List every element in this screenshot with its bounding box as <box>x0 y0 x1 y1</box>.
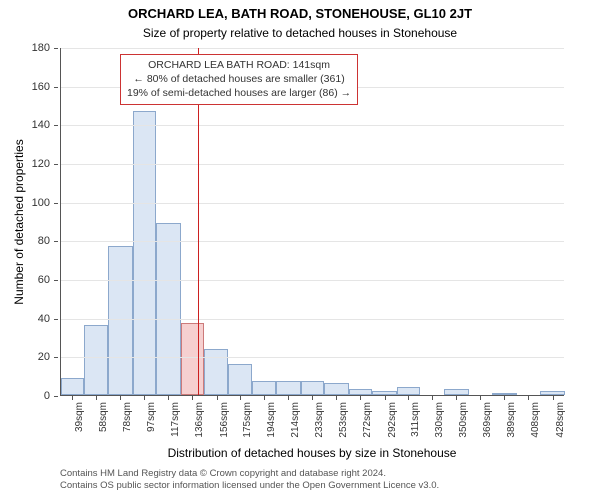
x-tick-mark <box>360 396 361 400</box>
bar <box>540 391 565 395</box>
bar <box>397 387 420 395</box>
bar <box>372 391 397 395</box>
x-tick-mark <box>192 396 193 400</box>
gridline <box>61 280 564 281</box>
x-tick-mark <box>288 396 289 400</box>
x-tick-label: 97sqm <box>146 402 157 432</box>
x-tick-label: 233sqm <box>314 402 325 438</box>
annotation-line-1: ORCHARD LEA BATH ROAD: 141sqm <box>127 58 351 72</box>
x-tick-mark <box>408 396 409 400</box>
y-tick-label: 180 <box>0 42 50 54</box>
bar <box>349 389 372 395</box>
x-tick-mark <box>480 396 481 400</box>
bar <box>108 246 133 395</box>
gridline <box>61 241 564 242</box>
bar <box>252 381 275 395</box>
y-tick-label: 40 <box>0 313 50 325</box>
x-tick-label: 311sqm <box>410 402 421 437</box>
bar <box>228 364 253 395</box>
x-tick-label: 39sqm <box>74 402 85 432</box>
x-tick-label: 350sqm <box>458 402 469 438</box>
x-tick-mark <box>120 396 121 400</box>
bar <box>301 381 324 395</box>
y-tick-label: 0 <box>0 390 50 402</box>
gridline <box>61 203 564 204</box>
y-tick-label: 80 <box>0 235 50 247</box>
x-tick-label: 369sqm <box>482 402 493 438</box>
annotation-line-3: 19% of semi-detached houses are larger (… <box>127 86 351 100</box>
x-tick-label: 175sqm <box>242 402 253 438</box>
x-tick-label: 58sqm <box>98 402 109 432</box>
bar <box>444 389 469 395</box>
x-tick-mark <box>96 396 97 400</box>
x-tick-label: 408sqm <box>530 402 541 438</box>
x-tick-mark <box>336 396 337 400</box>
x-tick-mark <box>168 396 169 400</box>
footnote-line-2: Contains OS public sector information li… <box>60 480 439 492</box>
gridline <box>61 48 564 49</box>
x-tick-label: 136sqm <box>194 402 205 438</box>
x-tick-mark <box>312 396 313 400</box>
x-tick-label: 389sqm <box>506 402 517 438</box>
footnote-line-1: Contains HM Land Registry data © Crown c… <box>60 468 386 480</box>
annotation-line-2: ← 80% of detached houses are smaller (36… <box>127 72 351 86</box>
bar <box>133 111 156 395</box>
x-tick-label: 428sqm <box>555 402 566 438</box>
y-tick-label: 160 <box>0 81 50 93</box>
bar <box>492 393 517 395</box>
x-tick-mark <box>72 396 73 400</box>
x-tick-label: 194sqm <box>266 402 277 438</box>
x-tick-mark <box>240 396 241 400</box>
y-tick-label: 120 <box>0 158 50 170</box>
x-axis-label: Distribution of detached houses by size … <box>60 446 564 460</box>
bar <box>61 378 84 395</box>
bar <box>276 381 301 395</box>
bar <box>324 383 349 395</box>
x-tick-mark <box>217 396 218 400</box>
x-tick-label: 214sqm <box>290 402 301 438</box>
x-tick-label: 272sqm <box>362 402 373 438</box>
gridline <box>61 319 564 320</box>
gridline <box>61 357 564 358</box>
x-tick-label: 156sqm <box>219 402 230 438</box>
x-tick-mark <box>432 396 433 400</box>
bar-highlight <box>181 323 204 395</box>
x-tick-label: 330sqm <box>434 402 445 438</box>
bar <box>84 325 107 395</box>
histogram-chart: ORCHARD LEA, BATH ROAD, STONEHOUSE, GL10… <box>0 0 600 500</box>
y-tick-label: 100 <box>0 197 50 209</box>
annotation-box: ORCHARD LEA BATH ROAD: 141sqm ← 80% of d… <box>120 54 358 105</box>
x-tick-mark <box>264 396 265 400</box>
x-tick-mark <box>528 396 529 400</box>
x-tick-label: 117sqm <box>170 402 181 437</box>
bar <box>156 223 181 395</box>
y-axis-label: Number of detached properties <box>12 48 26 396</box>
gridline <box>61 164 564 165</box>
chart-title-address: ORCHARD LEA, BATH ROAD, STONEHOUSE, GL10… <box>0 6 600 21</box>
gridline <box>61 125 564 126</box>
x-tick-mark <box>385 396 386 400</box>
y-tick-label: 20 <box>0 351 50 363</box>
y-tick-label: 140 <box>0 119 50 131</box>
x-tick-label: 253sqm <box>338 402 349 438</box>
x-tick-mark <box>553 396 554 400</box>
x-tick-mark <box>144 396 145 400</box>
x-tick-mark <box>456 396 457 400</box>
x-tick-label: 292sqm <box>387 402 398 438</box>
y-tick-label: 60 <box>0 274 50 286</box>
chart-subtitle: Size of property relative to detached ho… <box>0 26 600 40</box>
bar <box>204 349 227 395</box>
x-tick-label: 78sqm <box>122 402 133 432</box>
x-tick-mark <box>504 396 505 400</box>
